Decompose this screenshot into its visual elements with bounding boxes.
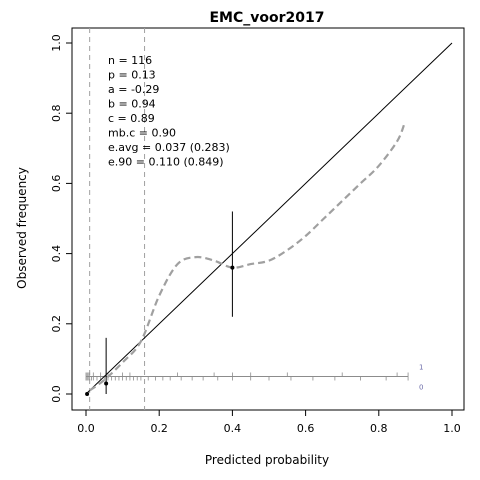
ideal-reference-line	[85, 42, 453, 395]
plot-area: 0.0 0.2 0.4 0.6 0.8 1.0 0.0 0.2 0.4 0.6 0.8 1.0 1 0 n …	[50, 28, 461, 435]
y-tick-label-4: 0.8	[50, 104, 63, 122]
y-tick-label-1: 0.2	[50, 315, 63, 333]
stats-line-0: n = 116	[108, 54, 152, 67]
y-tick-label-0: 0.0	[50, 385, 63, 403]
group-point-0	[85, 392, 90, 396]
x-tick-label-2: 0.4	[224, 422, 242, 435]
stats-line-3: b = 0.94	[108, 98, 156, 111]
stats-line-1: p = 0.13	[108, 69, 156, 82]
stats-line-7: e.90 = 0.110 (0.849)	[108, 156, 224, 169]
x-tick-label-5: 1.0	[443, 422, 461, 435]
x-tick-label-0: 0.0	[77, 422, 95, 435]
group-point-1	[104, 381, 109, 386]
stats-line-2: a = -0.29	[108, 83, 159, 96]
x-tick-label-3: 0.6	[297, 422, 315, 435]
y-tick-label-5: 1.0	[50, 34, 63, 52]
x-tick-label-4: 0.8	[370, 422, 388, 435]
y-tick-label-3: 0.6	[50, 175, 63, 193]
y-tick-label-2: 0.4	[50, 245, 63, 263]
x-axis-label: Predicted probability	[205, 453, 329, 467]
stats-line-5: mb.c = 0.90	[108, 127, 176, 140]
smooth-calibration-curve	[89, 123, 406, 392]
y-axis-label: Observed frequency	[15, 167, 29, 289]
stats-line-4: c = 0.89	[108, 112, 155, 125]
chart-title: EMC_voor2017	[209, 10, 324, 26]
histogram-label-nonevents: 0	[419, 383, 423, 391]
histogram-label-events: 1	[419, 363, 423, 371]
stats-line-6: e.avg = 0.037 (0.283)	[108, 141, 230, 154]
x-tick-label-1: 0.2	[150, 422, 168, 435]
group-point-2	[230, 265, 235, 270]
